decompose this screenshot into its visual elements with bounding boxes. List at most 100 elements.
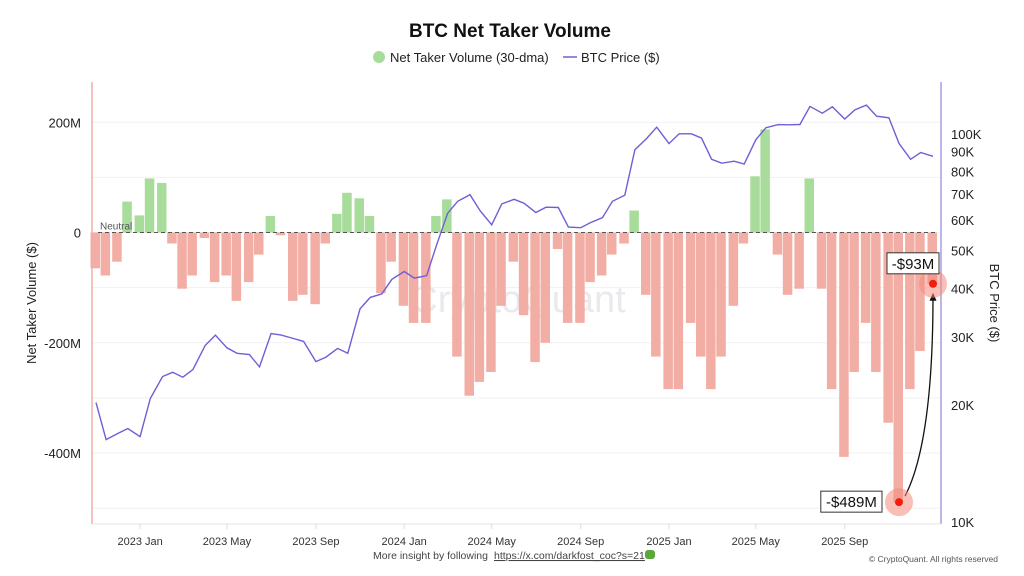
- volume-bar: [619, 232, 629, 244]
- volume-bar: [706, 232, 716, 390]
- annotation-label: -$489M: [826, 494, 877, 511]
- volume-bar: [486, 232, 496, 372]
- legend-item-volume[interactable]: Net Taker Volume (30-dma): [373, 50, 549, 65]
- x-tick-label: 2025 May: [732, 536, 781, 548]
- volume-bar: [386, 232, 396, 262]
- volume-bar: [376, 232, 386, 294]
- volume-bar: [199, 232, 210, 238]
- volume-bar: [738, 232, 749, 244]
- volume-bar: [530, 232, 540, 363]
- left-axis-label: Net Taker Volume ($): [24, 242, 39, 364]
- x-tick-label: 2023 Jan: [117, 536, 162, 548]
- volume-bar: [883, 232, 893, 423]
- volume-bar: [651, 232, 661, 357]
- volume-bar: [893, 232, 903, 503]
- volume-bar: [354, 198, 364, 233]
- x-tick-label: 2024 Sep: [557, 536, 604, 548]
- volume-bar: [826, 232, 837, 390]
- volume-bar: [254, 232, 264, 255]
- volume-bar: [596, 232, 607, 276]
- volume-bar: [696, 232, 706, 357]
- volume-bar: [575, 232, 585, 323]
- volume-bar: [288, 232, 298, 301]
- left-tick-label: -400M: [44, 446, 81, 461]
- legend-label-volume: Net Taker Volume (30-dma): [390, 50, 549, 65]
- annotation-marker: [929, 279, 937, 288]
- arrow-line: [904, 295, 934, 497]
- footer-link[interactable]: https://x.com/darkfost_coc?s=21: [494, 550, 645, 562]
- left-tick-label: -200M: [44, 336, 81, 351]
- volume-bar: [496, 232, 506, 306]
- volume-bar: [663, 232, 673, 390]
- price-line: [95, 104, 934, 441]
- volume-bar: [275, 232, 286, 236]
- volume-bar: [760, 129, 770, 233]
- volume-bar: [716, 232, 726, 357]
- volume-bar: [464, 232, 474, 396]
- x-tick-label: 2024 May: [468, 536, 517, 548]
- volume-bar: [243, 232, 254, 283]
- volume-bar: [122, 201, 132, 233]
- volume-bar: [772, 232, 783, 255]
- annotation-box: [820, 490, 883, 513]
- volume-bar: [860, 232, 871, 323]
- volume-bar: [508, 232, 519, 262]
- volume-bar: [816, 232, 827, 289]
- right-tick-label: 70K: [951, 187, 974, 202]
- volume-bar: [398, 232, 409, 306]
- volume-bar: [673, 232, 684, 390]
- volume-bar: [221, 232, 231, 276]
- x-tick-label: 2025 Jan: [646, 536, 691, 548]
- volume-bar: [804, 178, 814, 233]
- volume-bar: [187, 232, 197, 276]
- right-tick-label: 90K: [951, 145, 974, 160]
- volume-bar: [871, 232, 881, 372]
- left-axis-ticks: 200M 0 -200M -400M: [44, 115, 81, 461]
- right-tick-label: 40K: [951, 281, 974, 296]
- x-tick-label: 2023 Sep: [292, 536, 339, 548]
- volume-bar: [629, 210, 639, 233]
- volume-bar: [209, 232, 220, 283]
- annotation-marker: [894, 498, 903, 507]
- right-axis-ticks: 10K 20K 30K 40K 50K 60K 70K 80K 90K 100K: [951, 127, 982, 530]
- volume-bar: [685, 232, 696, 323]
- x-axis-ticks: 2023 Jan 2023 May 2023 Sep 2024 Jan 2024 May…: [117, 524, 868, 548]
- volume-bar: [607, 232, 617, 255]
- volume-bar: [452, 232, 462, 357]
- volume-bar: [100, 232, 111, 276]
- volume-bar: [167, 232, 177, 244]
- legend-label-price: BTC Price ($): [581, 50, 660, 65]
- volume-bar: [839, 232, 849, 457]
- volume-bar: [310, 232, 320, 305]
- right-tick-label: 50K: [951, 244, 974, 259]
- right-tick-label: 30K: [951, 330, 974, 345]
- volume-bar: [540, 232, 550, 343]
- volume-bar: [177, 232, 187, 289]
- x-tick-label: 2023 May: [203, 536, 252, 548]
- volume-bar: [134, 215, 145, 233]
- legend-item-price[interactable]: BTC Price ($): [563, 50, 660, 65]
- annotation-label: -$93M: [892, 256, 935, 273]
- volume-bars: [90, 129, 937, 503]
- right-tick-label: 100K: [951, 127, 982, 142]
- volume-bar: [364, 216, 375, 233]
- volume-bar: [518, 232, 529, 316]
- footer-prefix: More insight by following: [373, 550, 488, 562]
- volume-bar: [431, 216, 441, 233]
- volume-bar: [641, 232, 651, 295]
- volume-bar: [332, 213, 342, 233]
- volume-bar: [144, 178, 155, 233]
- legend: Net Taker Volume (30-dma) BTC Price ($): [373, 50, 660, 65]
- neutral-label: Neutral: [100, 222, 132, 233]
- volume-bar: [905, 232, 915, 390]
- right-tick-label: 20K: [951, 398, 974, 413]
- annotation-box: [886, 252, 940, 275]
- x-tick-label: 2025 Sep: [821, 536, 868, 548]
- volume-bar: [750, 176, 760, 233]
- x-tick-label: 2024 Jan: [382, 536, 427, 548]
- volume-bar: [320, 232, 330, 244]
- chart-title: BTC Net Taker Volume: [409, 21, 611, 42]
- frog-icon: [645, 550, 655, 559]
- left-tick-label: 200M: [48, 115, 81, 130]
